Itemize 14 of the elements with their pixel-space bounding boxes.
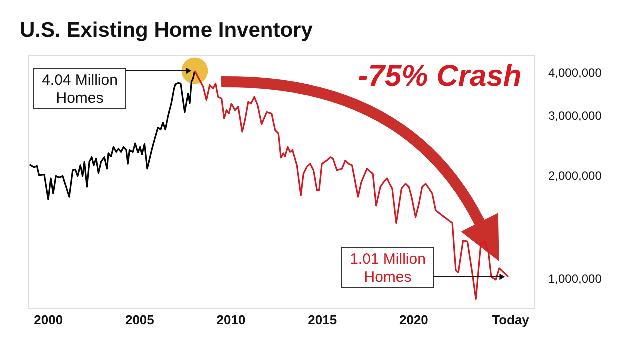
chart-title: U.S. Existing Home Inventory	[20, 19, 314, 42]
y-tick-label: 4,000,000	[548, 66, 602, 80]
x-tick-label: 2010	[216, 312, 246, 328]
annotation: 4.04 Million Homes	[42, 72, 118, 108]
x-tick-label: Today	[492, 312, 530, 328]
y-tick-label: 2,000,000	[548, 169, 602, 184]
x-tick-label: 2005	[125, 312, 154, 328]
annotation: 1.01 Million Homes	[350, 251, 426, 286]
x-tick-label: 2000	[34, 312, 64, 328]
x-tick-label: 2015	[308, 312, 338, 328]
y-tick-label: 3,000,000	[548, 108, 602, 123]
annotation: -75% Crash	[358, 60, 522, 93]
x-tick-label: 2020	[399, 312, 428, 328]
y-tick-label: 1,000,000	[548, 272, 602, 286]
